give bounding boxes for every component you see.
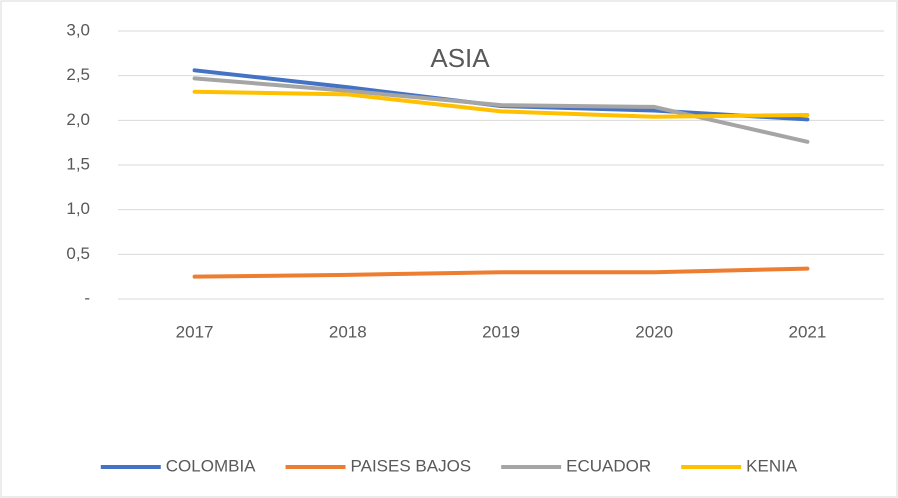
series-line <box>192 89 810 119</box>
chart-title: ASIA <box>430 43 490 73</box>
x-tick-label: 2019 <box>482 322 520 341</box>
y-tick-label: 0,5 <box>66 244 90 263</box>
legend-label: PAISES BAJOS <box>351 456 472 475</box>
y-tick-label: 2,5 <box>66 65 90 84</box>
y-tick-label: 2,0 <box>66 110 90 129</box>
y-tick-label: 3,0 <box>66 20 90 39</box>
legend-label: ECUADOR <box>566 456 651 475</box>
x-tick-label: 2018 <box>329 322 367 341</box>
legend-label: COLOMBIA <box>166 456 256 475</box>
series-line <box>192 266 810 279</box>
y-tick-label: - <box>84 288 90 307</box>
x-tick-label: 2021 <box>788 322 826 341</box>
y-tick-label: 1,5 <box>66 154 90 173</box>
x-tick-label: 2017 <box>176 322 214 341</box>
y-tick-label: 1,0 <box>66 199 90 218</box>
x-tick-label: 2020 <box>635 322 673 341</box>
series-line <box>192 76 810 144</box>
legend-label: KENIA <box>746 456 798 475</box>
